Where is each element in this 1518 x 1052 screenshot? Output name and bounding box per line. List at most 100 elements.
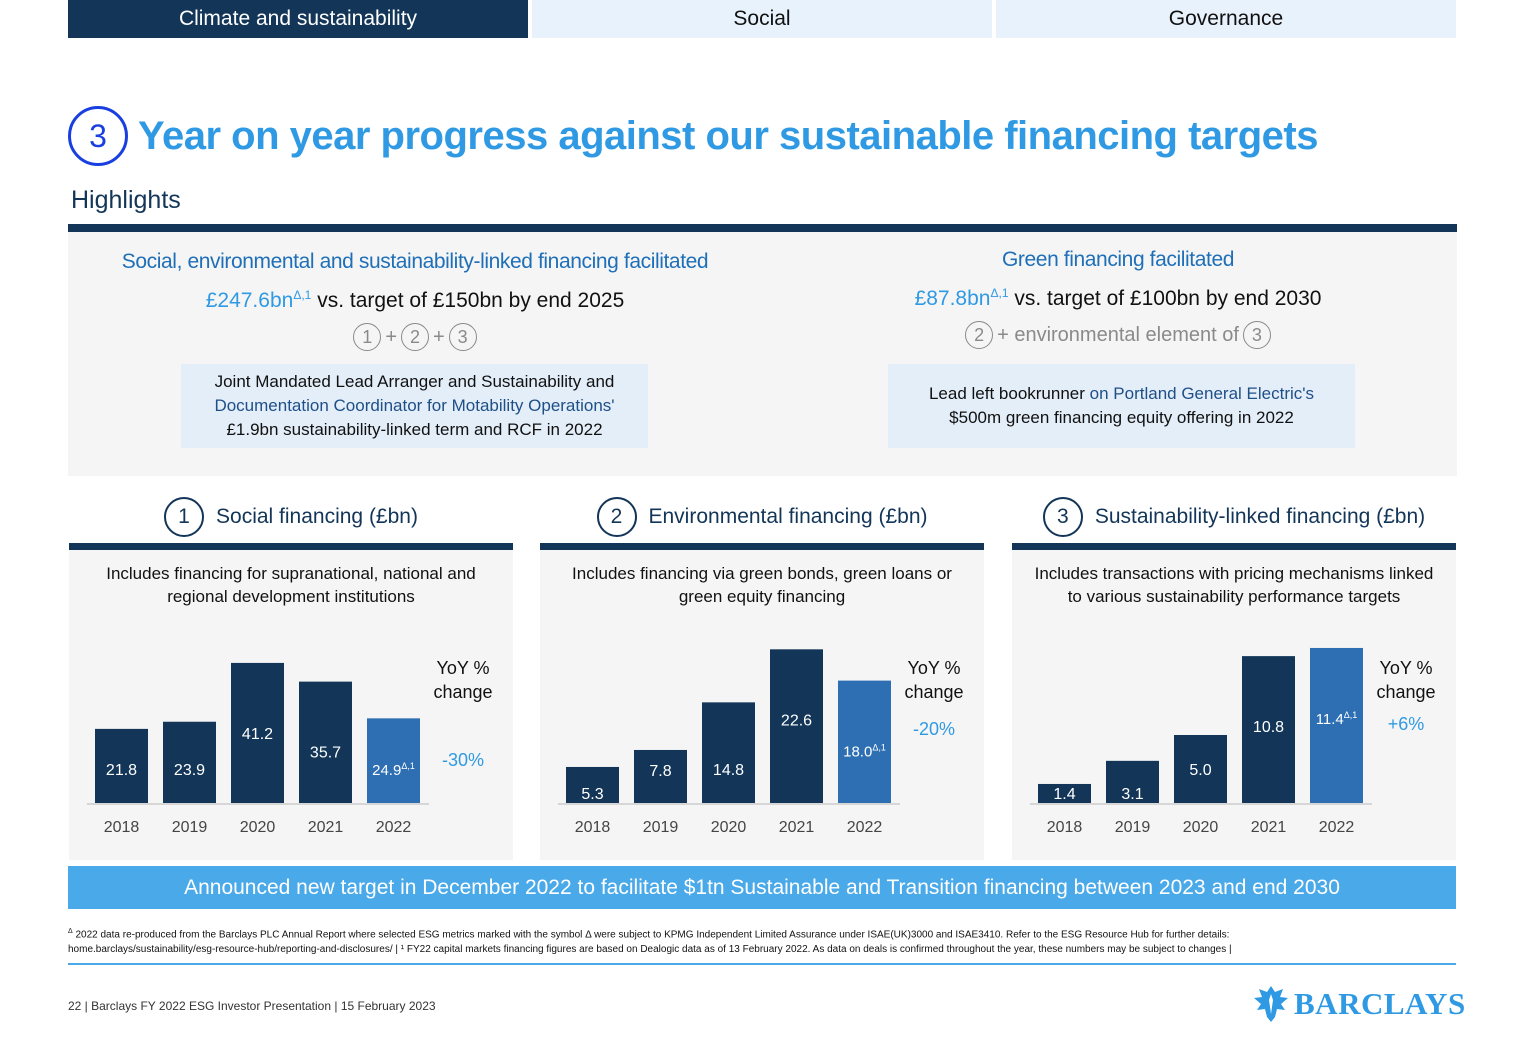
highlight-right-target: vs. target of £100bn by end 2030 (1014, 287, 1322, 310)
bar-value-label: 22.6 (781, 712, 812, 729)
bar-2019 (1106, 760, 1159, 803)
footnote: Δ 2022 data re-produced from the Barclay… (68, 924, 1456, 966)
bar-2018 (566, 766, 619, 803)
highlight-green-financing: Green financing facilitated £87.8bnΔ,1 v… (828, 248, 1408, 349)
bar-2021 (1242, 656, 1295, 803)
chart-body: Includes financing via green bonds, gree… (540, 550, 984, 860)
bar-2020 (231, 662, 284, 803)
page-footer: 22 | Barclays FY 2022 ESG Investor Prese… (68, 999, 436, 1013)
x-tick-label: 2021 (1251, 819, 1287, 836)
highlight-left-formula: 1 + 2 + 3 (68, 323, 762, 351)
bar-2021 (770, 649, 823, 803)
highlight-right-heading: Green financing facilitated (1001, 248, 1234, 271)
chart-description: Includes transactions with pricing mecha… (1012, 550, 1456, 608)
formula-circle: 3 (1242, 321, 1271, 349)
highlight-left-target: vs. target of £150bn by end 2025 (317, 289, 625, 312)
deal-box-line: £1.9bn sustainability-linked term and RC… (226, 420, 603, 439)
x-tick-label: 2019 (1115, 819, 1151, 836)
chart-description-line: to various sustainability performance ta… (1067, 587, 1401, 606)
formula-circle: 2 (401, 323, 429, 351)
chart-description-line: Includes financing for supranational, na… (106, 564, 476, 583)
bar-chart-svg: 5.320187.8201914.8202022.6202118.0Δ,1202… (558, 649, 964, 836)
section-tabs: Climate and sustainability Social Govern… (68, 0, 1456, 38)
highlight-left-value-line: £247.6bnΔ,1 vs. target of £150bn by end … (68, 288, 762, 313)
chart-social-financing: 1 Social financing (£bn) Includes financin… (69, 490, 513, 860)
yoy-change-value: -20% (913, 719, 955, 739)
bar-value-label: 14.8 (713, 762, 744, 779)
deal-box-line: Joint Mandated Lead Arranger and Sustain… (214, 372, 615, 391)
tab-social[interactable]: Social (532, 0, 992, 38)
formula-plus: + (385, 325, 397, 348)
footnote-line: home.barclays/sustainability/esg-resourc… (68, 944, 1232, 956)
bar-2019 (163, 721, 216, 803)
deal-box-line: Documentation Coordinator for Motability… (214, 396, 615, 415)
x-tick-label: 2021 (779, 819, 815, 836)
bar-value-label: 21.8 (106, 762, 137, 779)
x-tick-label: 2018 (104, 819, 140, 836)
x-tick-label: 2021 (308, 819, 344, 836)
x-tick-label: 2020 (711, 819, 747, 836)
chart-environmental-financing: 2 Environmental financing (£bn) Includes f… (540, 490, 984, 860)
section-number-badge: 3 (68, 106, 128, 166)
x-tick-label: 2019 (643, 819, 679, 836)
chart-description-line: Includes transactions with pricing mecha… (1034, 564, 1434, 583)
logo-wordmark: BARCLAYS (1294, 986, 1466, 1021)
chart-number-badge: 3 (1042, 496, 1083, 537)
bar-value-label: 1.4 (1053, 786, 1075, 803)
bar-2019 (634, 749, 687, 803)
bar-value-label: 5.3 (581, 786, 603, 803)
bar-2020 (702, 702, 755, 803)
yoy-label: YoY % (436, 658, 489, 678)
chart-title: Environmental financing (£bn) (648, 504, 928, 528)
bar-2022 (838, 680, 891, 803)
formula-plus: + (433, 325, 445, 348)
chart-header: 3 Sustainability-linked financing (£bn) (1012, 490, 1456, 550)
highlights-panel: Social, environmental and sustainability… (68, 224, 1457, 476)
deal-box-line: $500m green financing equity offering in… (949, 408, 1294, 427)
chart-title: Social financing (£bn) (216, 504, 418, 528)
footnote-line: Δ 2022 data re-produced from the Barclay… (68, 928, 1230, 941)
x-tick-label: 2018 (575, 819, 611, 836)
yoy-change-value: -30% (442, 750, 484, 770)
highlight-left-value: £247.6bnΔ,1 (205, 288, 312, 312)
page-title-row: 3 Year on year progress against our sust… (68, 106, 1318, 166)
bar-2018 (95, 728, 148, 803)
chart-description-line: green equity financing (678, 587, 846, 606)
bar-value-label: 5.0 (1189, 762, 1211, 779)
bar-2018 (1038, 783, 1091, 803)
chart-number-badge: 2 (596, 496, 637, 537)
chart-description: Includes financing via green bonds, gree… (540, 550, 984, 608)
x-tick-label: 2022 (847, 819, 883, 836)
x-tick-label: 2019 (172, 819, 208, 836)
bar-value-label: 7.8 (649, 763, 671, 780)
tab-climate[interactable]: Climate and sustainability (68, 0, 528, 38)
bar-value-label: 10.8 (1253, 719, 1284, 736)
highlights-label: Highlights (71, 186, 181, 214)
chart-description-line: Includes financing via green bonds, gree… (572, 564, 952, 583)
chart-header: 2 Environmental financing (£bn) (540, 490, 984, 550)
eagle-icon (1254, 986, 1288, 1022)
bar-2020 (1174, 735, 1227, 803)
bar-value-label: 35.7 (310, 745, 341, 762)
highlight-left-deal-box: Joint Mandated Lead Arranger and Sustain… (181, 364, 648, 448)
chart-title: Sustainability-linked financing (£bn) (1094, 504, 1426, 528)
tab-governance[interactable]: Governance (996, 0, 1456, 38)
chart-body: Includes transactions with pricing mecha… (1012, 550, 1456, 860)
x-tick-label: 2018 (1047, 819, 1083, 836)
chart-header: 1 Social financing (£bn) (69, 490, 513, 550)
chart-body: Includes financing for supranational, na… (69, 550, 513, 860)
chart-description: Includes financing for supranational, na… (69, 550, 513, 608)
x-tick-label: 2020 (1183, 819, 1219, 836)
yoy-label: change (904, 682, 963, 702)
yoy-label: YoY % (1379, 658, 1432, 678)
page-title: Year on year progress against our sustai… (138, 113, 1318, 158)
yoy-change-value: +6% (1388, 714, 1425, 734)
bar-value-label: 41.2 (242, 726, 273, 743)
yoy-label: change (433, 682, 492, 702)
x-tick-label: 2022 (1319, 819, 1355, 836)
formula-circle: 3 (448, 323, 477, 351)
bar-value-label: 3.1 (1121, 786, 1143, 803)
formula-text: + environmental element of (997, 323, 1239, 346)
chart-sustainability-linked-financing: 3 Sustainability-linked financing (£bn) In… (1012, 490, 1456, 860)
highlight-right-value-line: £87.8bnΔ,1 vs. target of £100bn by end 2… (828, 286, 1408, 311)
